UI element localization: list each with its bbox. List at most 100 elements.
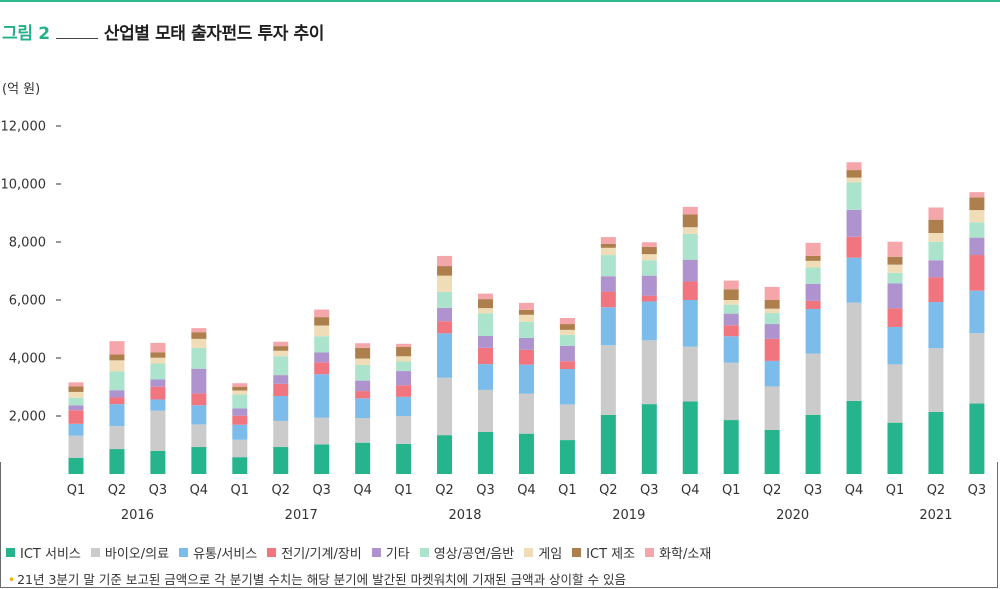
bar-segment (887, 422, 903, 474)
bar-segment (887, 264, 903, 273)
unit-label: (억 원) (2, 82, 41, 97)
bar-segment (150, 352, 166, 358)
x-tick-label: Q4 (190, 483, 209, 498)
bar-segment (314, 362, 330, 375)
bar-segment (314, 317, 330, 326)
bar-segment (109, 354, 125, 361)
bar-segment (764, 338, 780, 361)
x-tick-label: Q4 (517, 483, 536, 498)
top-rule (0, 0, 1000, 2)
x-tick-label: Q1 (231, 483, 250, 498)
bar-segment (846, 209, 862, 237)
bar-segment (969, 403, 985, 474)
bar-segment (68, 391, 84, 398)
bar-segment (478, 347, 493, 365)
bar-segment (846, 182, 862, 210)
bar-segment (887, 308, 903, 327)
bar-segment (723, 280, 739, 290)
x-tick-label: Q1 (722, 483, 741, 498)
bar-segment (150, 357, 166, 364)
bar-segment (600, 307, 616, 346)
bar-segment (969, 192, 985, 198)
bar-segment (723, 420, 739, 474)
x-tick-label: Q3 (640, 483, 659, 498)
bar-segment (437, 435, 453, 474)
bar-segment (191, 424, 207, 448)
bar-segment (68, 423, 84, 436)
bar-segment (600, 247, 616, 256)
year-label: 2017 (285, 508, 318, 523)
figure-label: 그림 2 (2, 24, 50, 44)
x-tick-label: Q3 (312, 483, 331, 498)
bar-segment (68, 386, 84, 392)
legend-item: 기타 (371, 543, 410, 562)
bar-segment (682, 346, 698, 402)
bar-segment (805, 308, 821, 354)
legend-swatch (645, 548, 655, 557)
bar-segment (641, 295, 657, 302)
bar-segment (928, 348, 944, 412)
x-tick-label: Q2 (599, 483, 618, 498)
bar-segment (355, 358, 371, 365)
legend-swatch (6, 548, 15, 557)
bar-segment (600, 276, 616, 292)
bar-segment (600, 291, 616, 308)
bar-segment (764, 300, 780, 309)
y-tick-label: 12,000 (1, 120, 47, 135)
y-tick-label: 8,000 (9, 236, 46, 251)
header-rule (55, 38, 98, 39)
bar-segment (437, 333, 453, 378)
bar-segment (969, 333, 985, 404)
bar-segment (641, 246, 657, 255)
bar-segment (641, 260, 657, 276)
bar-segment (682, 401, 698, 474)
footnote-text: 21년 3분기 말 기준 보고된 금액으로 각 분기별 수치는 해당 분기에 발… (17, 572, 626, 587)
bar-segment (273, 395, 289, 421)
bar-segment (355, 418, 371, 443)
y-tick-label: 4,000 (9, 352, 46, 367)
bar-segment (191, 447, 207, 474)
footnote-dot-icon: • (8, 573, 16, 587)
bar-segment (150, 450, 166, 474)
bar-segment (232, 386, 248, 391)
bar-segment (846, 257, 862, 303)
bar-segment (437, 307, 453, 322)
bar-segment (723, 313, 739, 326)
bar-segment (150, 379, 166, 387)
bar-segment (682, 206, 698, 215)
bar-segment (764, 308, 780, 314)
legend-item: 화학/소재 (645, 543, 711, 562)
legend-swatch (419, 548, 429, 557)
bar-segment (600, 243, 616, 248)
bar-segment (723, 304, 739, 314)
bar-segment (559, 440, 575, 474)
bar-segment (150, 342, 166, 353)
bar-segment (846, 302, 862, 401)
bar-segment (600, 237, 616, 244)
bar-segment (396, 356, 412, 362)
legend-swatch (371, 548, 381, 557)
bar-segment (396, 346, 412, 357)
bar-segment (150, 399, 166, 411)
bar-segment (805, 267, 821, 284)
bar-segment (969, 210, 985, 223)
bar-segment (969, 290, 985, 334)
bar-segment (232, 394, 248, 409)
legend-label: 영상/공연/음반 (433, 547, 515, 562)
bar-segment (600, 414, 616, 474)
bar-segment (559, 345, 575, 362)
bar-segment (682, 227, 698, 234)
bar-segment (969, 222, 985, 238)
bar-segment (396, 416, 412, 444)
legend-label: 기타 (385, 547, 410, 562)
bar-segment (355, 398, 371, 419)
year-label: 2020 (776, 508, 809, 523)
bar-segment (437, 377, 453, 436)
year-label: 2018 (448, 508, 481, 523)
bar-segment (805, 300, 821, 309)
bar-segment (437, 321, 453, 334)
y-tick-label: 6,000 (9, 294, 46, 309)
bar-segment (109, 390, 125, 398)
bar-segment (478, 431, 493, 474)
bar-segment (928, 219, 944, 234)
